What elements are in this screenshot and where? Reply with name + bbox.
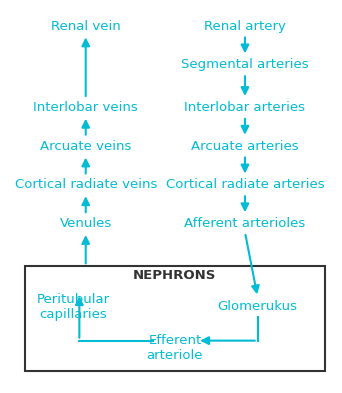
Text: Interlobar arteries: Interlobar arteries <box>184 101 305 114</box>
Text: Efferent
arteriole: Efferent arteriole <box>147 334 203 362</box>
Text: Glomerukus: Glomerukus <box>218 300 298 314</box>
Text: Venules: Venules <box>60 217 112 230</box>
Text: NEPHRONS: NEPHRONS <box>133 270 216 283</box>
Text: Peritubular
capillaries: Peritubular capillaries <box>36 293 109 321</box>
Text: Interlobar veins: Interlobar veins <box>33 101 138 114</box>
Text: Cortical radiate veins: Cortical radiate veins <box>14 178 157 191</box>
Text: Cortical radiate arteries: Cortical radiate arteries <box>166 178 324 191</box>
Text: Renal vein: Renal vein <box>51 20 121 33</box>
Text: Segmental arteries: Segmental arteries <box>181 58 309 71</box>
Text: Arcuate arteries: Arcuate arteries <box>191 140 299 152</box>
Text: Arcuate veins: Arcuate veins <box>40 140 131 152</box>
Text: Afferent arterioles: Afferent arterioles <box>184 217 306 230</box>
Text: Renal artery: Renal artery <box>204 20 286 33</box>
Bar <box>25 266 325 371</box>
